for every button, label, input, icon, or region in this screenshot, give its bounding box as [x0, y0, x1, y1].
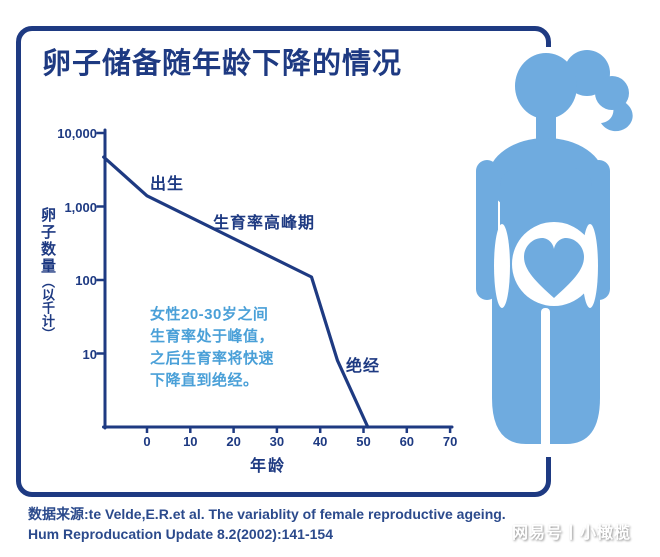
y-axis-title-unit: （以千计）: [40, 275, 55, 340]
figure-ponytail: [564, 50, 633, 132]
x-tick-label: 30: [269, 434, 285, 449]
note-text: 女性20-30岁之间 生育率处于峰值， 之后生育率将快速 下降直到绝经。: [150, 304, 274, 392]
annotation-birth: 出生: [150, 176, 185, 193]
frame-border-gap: [541, 47, 558, 457]
x-tick-label: 50: [356, 434, 371, 449]
source-line-2: Hum Reproducation Update 8.2(2002):141-1…: [28, 526, 333, 542]
note-line: 女性20-30岁之间: [150, 306, 269, 323]
y-tick-label: 1,000: [64, 199, 97, 215]
chart-title: 卵子储备随年龄下降的情况: [42, 48, 403, 80]
x-tick-label: 10: [183, 434, 198, 449]
x-tick-label: 60: [399, 434, 415, 449]
x-tick-label: 40: [312, 434, 328, 449]
y-axis-title: 卵子数量（以千计）: [39, 207, 56, 340]
annotation-menopause: 绝经: [346, 358, 381, 375]
y-tick-label: 10,000: [57, 126, 97, 141]
source-citation: 数据来源:te Velde,E.R.et al. The variablity …: [28, 504, 506, 544]
card-frame: [16, 26, 551, 497]
y-axis-title-main: 卵子数量: [39, 207, 56, 275]
annotation-peak-fertility: 生育率高峰期: [213, 215, 316, 232]
x-tick-label: 70: [442, 434, 458, 449]
source-line-1: 数据来源:te Velde,E.R.et al. The variablity …: [28, 506, 506, 522]
x-tick-label: 0: [143, 434, 151, 449]
x-axis-title: 年龄: [249, 458, 287, 475]
note-line: 之后生育率将快速: [150, 350, 275, 367]
watermark: 网易号丨小橄榄: [512, 525, 632, 542]
y-tick-label: 100: [75, 273, 97, 288]
x-tick-label: 20: [226, 434, 241, 449]
note-line: 下降直到绝经。: [150, 372, 259, 389]
figure-arm-right: [588, 160, 610, 300]
figure-arm-gap-right: [582, 224, 598, 308]
y-tick-label: 10: [82, 346, 97, 362]
note-line: 生育率处于峰值，: [150, 328, 275, 345]
